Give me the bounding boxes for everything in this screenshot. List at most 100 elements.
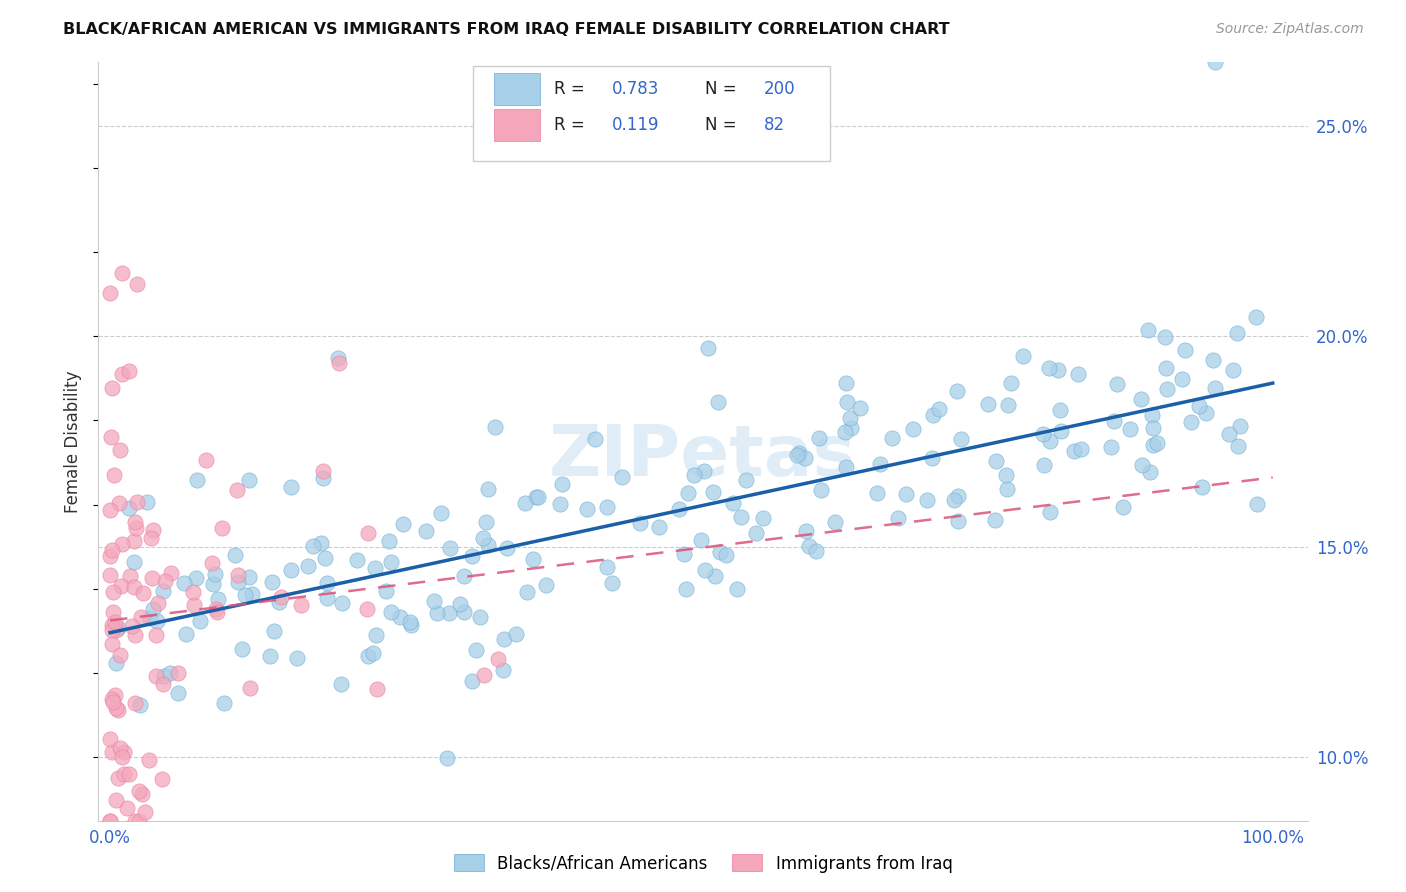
Point <box>101 585 124 599</box>
Point <box>311 535 333 549</box>
Point <box>477 538 499 552</box>
Point <box>600 576 623 591</box>
Point <box>436 751 458 765</box>
Point <box>166 686 188 700</box>
Point <box>690 533 713 547</box>
Point <box>356 601 378 615</box>
Point <box>104 792 127 806</box>
Point <box>903 422 925 436</box>
Point <box>270 590 292 604</box>
Point <box>683 468 706 483</box>
Point <box>702 484 724 499</box>
Point <box>995 467 1018 482</box>
Point <box>128 814 150 828</box>
Point <box>108 496 131 510</box>
Point <box>100 814 122 828</box>
Point <box>112 745 135 759</box>
Point <box>1218 427 1240 442</box>
Point <box>101 637 124 651</box>
Point <box>146 614 169 628</box>
Point <box>233 588 256 602</box>
Point <box>810 483 832 498</box>
Point <box>267 595 290 609</box>
Point <box>98 814 121 828</box>
Point <box>363 646 385 660</box>
Point <box>1142 421 1164 435</box>
Point <box>997 398 1019 412</box>
Point <box>375 583 398 598</box>
Point <box>1032 426 1054 441</box>
Point <box>110 741 132 756</box>
Text: 200: 200 <box>763 80 794 98</box>
Point <box>1038 361 1060 376</box>
Text: 0.783: 0.783 <box>613 80 659 98</box>
Point <box>201 577 224 591</box>
Legend: Blacks/African Americans, Immigrants from Iraq: Blacks/African Americans, Immigrants fro… <box>447 847 959 880</box>
Text: 82: 82 <box>763 116 785 134</box>
Point <box>118 767 141 781</box>
Point <box>1112 500 1135 514</box>
Point <box>1246 498 1268 512</box>
Text: Source: ZipAtlas.com: Source: ZipAtlas.com <box>1216 22 1364 37</box>
Point <box>707 395 730 409</box>
Point <box>453 569 475 583</box>
Point <box>484 420 506 434</box>
Point <box>1000 376 1022 390</box>
Point <box>174 627 197 641</box>
Point <box>1226 439 1249 453</box>
Text: BLACK/AFRICAN AMERICAN VS IMMIGRANTS FROM IRAQ FEMALE DISABILITY CORRELATION CHA: BLACK/AFRICAN AMERICAN VS IMMIGRANTS FRO… <box>63 22 950 37</box>
Point <box>205 601 228 615</box>
Point <box>1130 392 1153 407</box>
Point <box>124 516 146 530</box>
Point <box>551 476 574 491</box>
Point <box>628 516 651 531</box>
Point <box>468 609 491 624</box>
Point <box>312 471 335 485</box>
Point <box>721 496 744 510</box>
Point <box>423 594 446 608</box>
Point <box>1047 363 1070 377</box>
Point <box>1039 505 1062 519</box>
Point <box>366 681 388 696</box>
Point <box>1130 458 1153 472</box>
Point <box>173 576 195 591</box>
Point <box>124 814 146 828</box>
Point <box>101 381 124 395</box>
Point <box>134 805 156 820</box>
Point <box>486 651 509 665</box>
Point <box>194 452 217 467</box>
Point <box>118 500 141 515</box>
Point <box>111 537 134 551</box>
Point <box>477 482 499 496</box>
Point <box>357 648 380 663</box>
Point <box>287 651 309 665</box>
Point <box>312 464 335 478</box>
Point <box>928 402 950 417</box>
Point <box>111 266 134 280</box>
Point <box>100 543 122 558</box>
Point <box>399 618 422 632</box>
Point <box>787 446 810 460</box>
Point <box>124 628 146 642</box>
Point <box>1222 363 1244 377</box>
Point <box>124 697 146 711</box>
Point <box>693 464 716 478</box>
Point <box>505 627 527 641</box>
Point <box>1146 435 1168 450</box>
Point <box>880 431 903 445</box>
Point <box>824 515 846 529</box>
Point <box>673 547 696 561</box>
Point <box>464 642 486 657</box>
Point <box>346 552 368 566</box>
Point <box>596 500 619 514</box>
Point <box>794 451 817 466</box>
Point <box>1099 440 1122 454</box>
Point <box>142 523 165 537</box>
Point <box>1195 406 1218 420</box>
Point <box>142 602 165 616</box>
Point <box>472 531 495 545</box>
Point <box>1226 326 1249 340</box>
Point <box>101 623 124 637</box>
Point <box>697 341 720 355</box>
Point <box>1188 399 1211 413</box>
